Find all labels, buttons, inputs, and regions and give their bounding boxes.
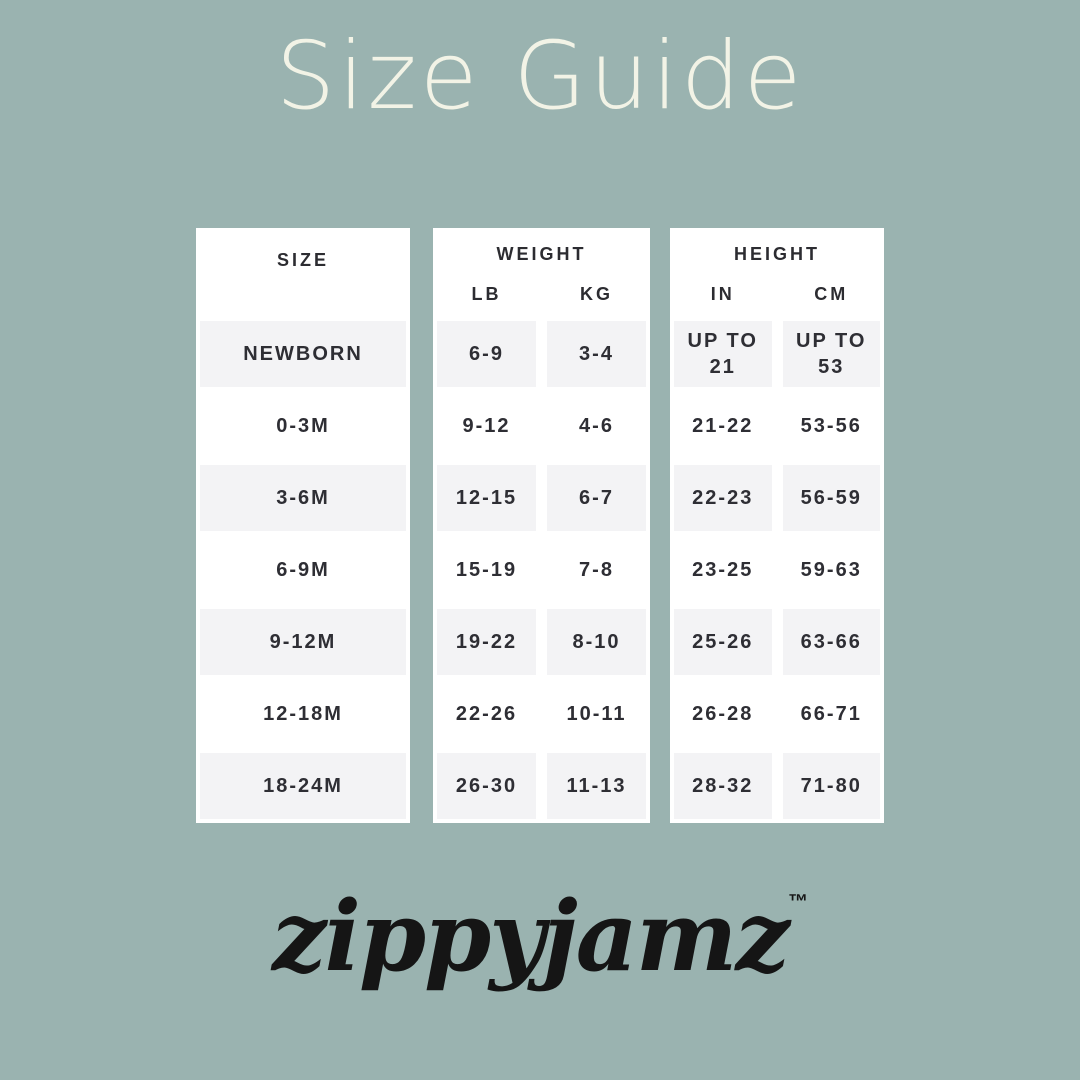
table-row: 25-26 63-66 — [670, 606, 884, 678]
cell-value: 28-32 — [674, 753, 772, 819]
cell-value: 3-4 — [547, 321, 646, 387]
column-header-in: IN — [674, 280, 772, 308]
cell-value: 22-26 — [455, 703, 518, 725]
height-header-row: HEIGHT — [670, 228, 884, 280]
table-row: 19-22 8-10 — [433, 606, 650, 678]
cell-value: 63-66 — [782, 609, 880, 675]
cell-value: 19-22 — [437, 609, 536, 675]
height-header-label: HEIGHT — [733, 243, 820, 264]
table-row: UP TO 21 UP TO 53 — [670, 318, 884, 390]
in-label: IN — [710, 283, 735, 304]
weight-table-header: WEIGHT LB KG — [433, 228, 650, 318]
table-row: NEWBORN — [196, 318, 410, 390]
table-row: 18-24M — [196, 750, 410, 822]
cell-value: 15-19 — [455, 559, 518, 581]
cell-value: 6-7 — [547, 465, 646, 531]
column-header-cm: CM — [783, 280, 881, 308]
brand-logo-text: zippyjamz — [271, 880, 790, 993]
cell-value: 53-56 — [800, 415, 862, 437]
table-row: 21-22 53-56 — [670, 390, 884, 462]
cell-value: UP TO 21 — [674, 321, 772, 387]
cell-value: 9-12 — [462, 415, 511, 437]
kg-label: KG — [580, 283, 613, 304]
table-row: 23-25 59-63 — [670, 534, 884, 606]
table-row: 6-9M — [276, 558, 330, 581]
table-row: 6-9 3-4 — [433, 318, 650, 390]
cell-value: UP TO 53 — [782, 321, 880, 387]
cell-value: 7-8 — [579, 559, 614, 581]
cell-value: 11-13 — [547, 753, 646, 819]
table-row: 26-28 66-71 — [670, 678, 884, 750]
weight-subheaders: LB KG — [433, 280, 650, 308]
cell-value: 23-25 — [692, 559, 754, 581]
cell-value: 22-23 — [674, 465, 772, 531]
table-row: 12-15 6-7 — [433, 462, 650, 534]
table-row: 26-30 11-13 — [433, 750, 650, 822]
table-row: 22-26 10-11 — [433, 678, 650, 750]
cell-value: 8-10 — [547, 609, 646, 675]
cell-value: 21-22 — [692, 415, 754, 437]
table-row: 28-32 71-80 — [670, 750, 884, 822]
size-guide-tables: SIZE NEWBORN 0-3M 3-6M 6-9M 9-12M 12-18M… — [196, 228, 884, 823]
cell-value: 6-9 — [437, 321, 536, 387]
cell-value: 56-59 — [782, 465, 880, 531]
cell-value: 12-15 — [437, 465, 536, 531]
table-row: 12-18M — [263, 702, 343, 725]
column-header-kg: KG — [547, 280, 646, 308]
weight-header-label: WEIGHT — [496, 243, 587, 264]
page-title: Size Guide — [275, 22, 805, 131]
cm-label: CM — [814, 283, 849, 304]
cell-value: 71-80 — [782, 753, 880, 819]
cell-value: 59-63 — [800, 559, 862, 581]
lb-label: LB — [471, 283, 502, 304]
weight-table: WEIGHT LB KG 6-9 3-4 9-12 4-6 12-15 6-7 … — [433, 228, 650, 823]
cell-value: 4-6 — [579, 415, 614, 437]
cell-value: 25-26 — [674, 609, 772, 675]
table-row: 3-6M — [196, 462, 410, 534]
height-subheaders: IN CM — [670, 280, 884, 308]
column-header-lb: LB — [437, 280, 536, 308]
cell-value: 26-28 — [692, 703, 754, 725]
size-table-header: SIZE — [196, 228, 410, 318]
height-table-header: HEIGHT IN CM — [670, 228, 884, 318]
cell-value: 66-71 — [800, 703, 862, 725]
brand-logo: zippyjamz™ — [0, 880, 1080, 993]
size-table: SIZE NEWBORN 0-3M 3-6M 6-9M 9-12M 12-18M… — [196, 228, 410, 823]
table-row: 0-3M — [276, 414, 330, 437]
size-header-label: SIZE — [276, 249, 329, 270]
table-row: 9-12 4-6 — [433, 390, 650, 462]
height-table: HEIGHT IN CM UP TO 21 UP TO 53 21-22 53-… — [670, 228, 884, 823]
trademark-symbol: ™ — [788, 891, 809, 913]
table-row: 9-12M — [196, 606, 410, 678]
table-row: 15-19 7-8 — [433, 534, 650, 606]
weight-header-row: WEIGHT — [433, 228, 650, 280]
cell-value: 10-11 — [566, 703, 627, 725]
table-row: 22-23 56-59 — [670, 462, 884, 534]
cell-value: 26-30 — [437, 753, 536, 819]
